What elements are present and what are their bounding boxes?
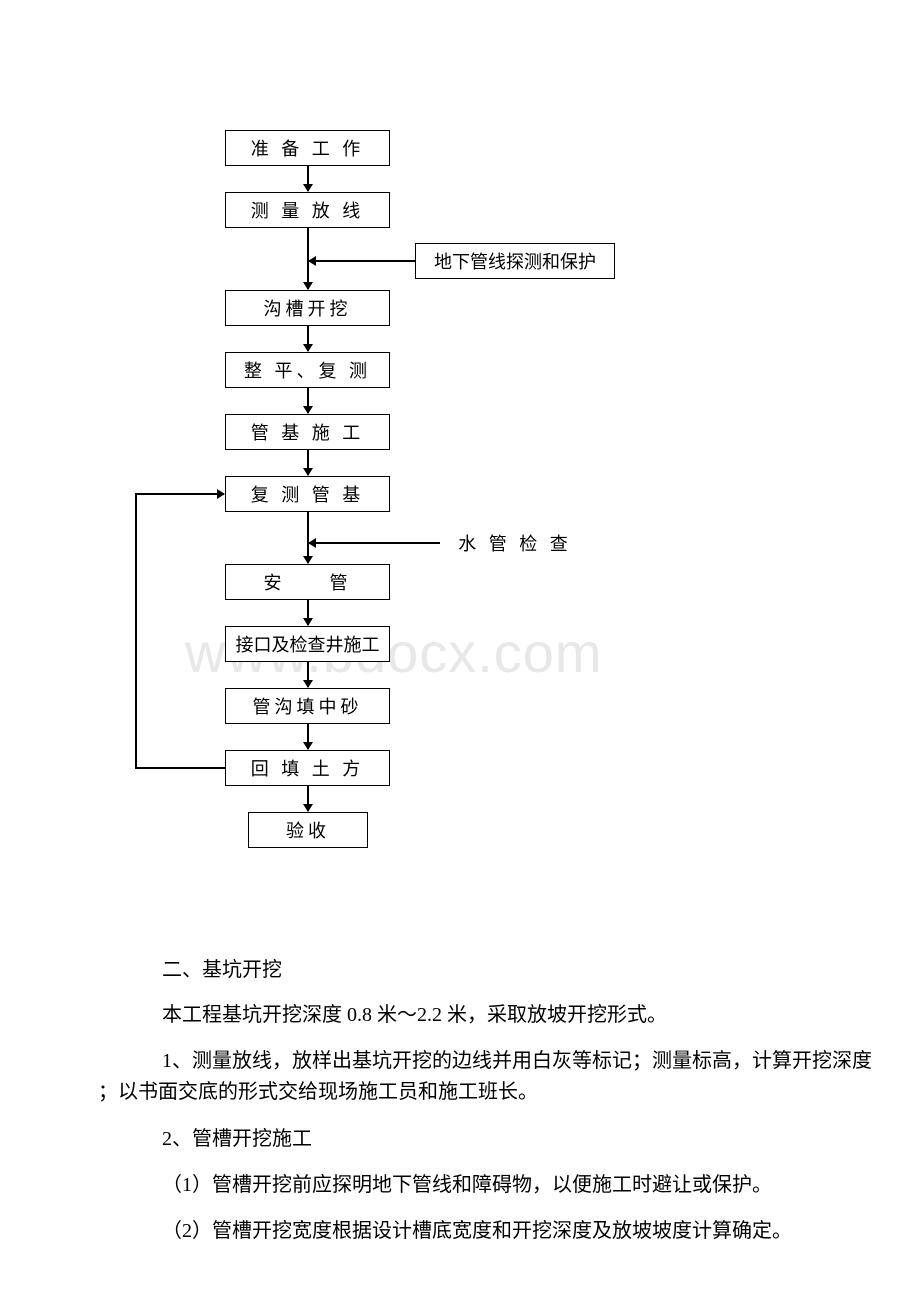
flow-node-label: 测 量 放 线 xyxy=(251,197,365,223)
flow-node-label: 地下管线探测和保护 xyxy=(434,248,596,274)
flow-arrow-down xyxy=(307,166,309,191)
flow-arrow-down xyxy=(307,388,309,413)
flow-node-label: 验收 xyxy=(286,817,330,843)
flow-arrow-left xyxy=(309,542,440,544)
flow-node-label: 准 备 工 作 xyxy=(251,135,365,161)
paragraph: （2）管槽开挖宽度根据设计槽底宽度和开挖深度及放坡坡度计算确定。 xyxy=(162,1216,792,1247)
flow-node-label: 安 管 xyxy=(264,569,352,595)
flow-arrow-left xyxy=(309,260,415,262)
flowchart-container: www.bdocx.com 准 备 工 作 测 量 放 线 沟槽开挖 整 平、复… xyxy=(0,130,920,900)
section-heading: 二、基坑开挖 xyxy=(162,955,282,986)
flow-loop-line xyxy=(135,767,225,769)
paragraph: （1）管槽开挖前应探明地下管线和障碍物，以便施工时避让或保护。 xyxy=(162,1170,772,1201)
flow-loop-arrow xyxy=(135,493,224,495)
flow-node-label: 水 管 检 查 xyxy=(458,530,572,556)
flow-arrow-down xyxy=(307,662,309,687)
flow-node-acceptance: 验收 xyxy=(248,812,368,848)
flow-node-label: 管沟填中砂 xyxy=(253,693,363,719)
flow-node-label: 回 填 土 方 xyxy=(251,755,365,781)
flow-node-level-recheck: 整 平、复 测 xyxy=(225,352,390,388)
flow-node-label: 整 平、复 测 xyxy=(244,357,371,383)
flow-arrow-down xyxy=(307,326,309,351)
flow-node-label: 复 测 管 基 xyxy=(251,481,365,507)
flow-node-fill-sand: 管沟填中砂 xyxy=(225,688,390,724)
flow-loop-line xyxy=(135,493,137,769)
flow-side-pipe-check: 水 管 检 查 xyxy=(440,525,590,561)
flow-arrow-down xyxy=(307,600,309,625)
flow-node-excavation: 沟槽开挖 xyxy=(225,290,390,326)
flow-node-recheck-base: 复 测 管 基 xyxy=(225,476,390,512)
flow-arrow-down xyxy=(307,724,309,749)
flow-node-install-pipe: 安 管 xyxy=(225,564,390,600)
flow-side-underground-detect: 地下管线探测和保护 xyxy=(415,243,615,279)
flow-node-pipe-base: 管 基 施 工 xyxy=(225,414,390,450)
flow-node-survey: 测 量 放 线 xyxy=(225,192,390,228)
paragraph: ；以书面交底的形式交给现场施工员和施工班长。 xyxy=(98,1077,538,1108)
flow-node-label: 接口及检查井施工 xyxy=(236,631,380,657)
flow-node-label: 管 基 施 工 xyxy=(251,419,365,445)
flow-arrow-down xyxy=(307,786,309,811)
paragraph: 2、管槽开挖施工 xyxy=(162,1124,312,1155)
flow-node-label: 沟槽开挖 xyxy=(264,295,352,321)
paragraph: 1、测量放线，放样出基坑开挖的边线并用白灰等标记；测量标高，计算开挖深度 xyxy=(162,1046,872,1077)
flow-node-prepare: 准 备 工 作 xyxy=(225,130,390,166)
paragraph: 本工程基坑开挖深度 0.8 米～2.2 米，采取放坡开挖形式。 xyxy=(162,1000,667,1031)
flow-node-backfill: 回 填 土 方 xyxy=(225,750,390,786)
flow-arrow-down xyxy=(307,450,309,475)
flow-node-joint-well: 接口及检查井施工 xyxy=(225,626,390,662)
